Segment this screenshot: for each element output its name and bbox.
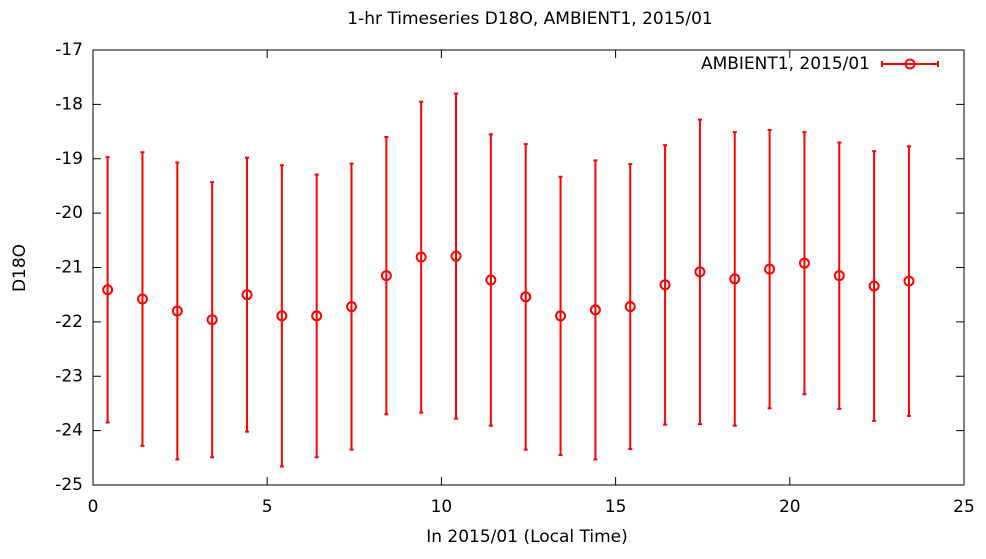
x-tick-label: 25 bbox=[953, 497, 975, 517]
data-point bbox=[241, 289, 253, 301]
data-point bbox=[136, 293, 148, 305]
data-point bbox=[833, 270, 845, 282]
data-point bbox=[415, 251, 427, 263]
y-tick-label: -20 bbox=[55, 203, 83, 223]
y-tick-label: -19 bbox=[55, 149, 83, 169]
data-point bbox=[764, 263, 776, 275]
data-point bbox=[450, 250, 462, 262]
chart-title: 1-hr Timeseries D18O, AMBIENT1, 2015/01 bbox=[347, 9, 712, 29]
x-tick-label: 10 bbox=[431, 497, 453, 517]
y-tick-label: -18 bbox=[55, 94, 83, 114]
plot-frame bbox=[92, 49, 965, 486]
legend-label: AMBIENT1, 2015/01 bbox=[701, 54, 870, 74]
x-tick-label: 5 bbox=[262, 497, 273, 517]
x-tick-label: 20 bbox=[779, 497, 801, 517]
data-point bbox=[624, 301, 636, 313]
data-point bbox=[276, 310, 288, 322]
y-tick-label: -24 bbox=[55, 421, 83, 441]
data-point bbox=[102, 284, 114, 296]
x-axis-label: In 2015/01 (Local Time) bbox=[426, 527, 628, 547]
data-point bbox=[694, 266, 706, 278]
data-point bbox=[868, 280, 880, 292]
legend-marker bbox=[904, 58, 916, 70]
x-tick-label: 0 bbox=[88, 497, 99, 517]
data-point bbox=[346, 301, 358, 313]
data-point bbox=[311, 310, 323, 322]
data-point bbox=[589, 304, 601, 316]
data-point bbox=[485, 274, 497, 286]
data-point bbox=[903, 275, 915, 287]
y-tick-label: -17 bbox=[55, 40, 83, 60]
data-point bbox=[798, 257, 810, 269]
y-tick-label: -25 bbox=[55, 475, 83, 495]
y-tick-label: -23 bbox=[55, 366, 83, 386]
data-point bbox=[171, 305, 183, 317]
data-point bbox=[206, 314, 218, 326]
y-axis-label: D18O bbox=[10, 244, 30, 292]
y-tick-label: -21 bbox=[55, 258, 83, 278]
y-tick-label: -22 bbox=[55, 312, 83, 332]
data-point bbox=[659, 279, 671, 291]
x-tick-label: 15 bbox=[605, 497, 627, 517]
data-point bbox=[555, 310, 567, 322]
data-point bbox=[380, 270, 392, 282]
data-point bbox=[729, 273, 741, 285]
data-point bbox=[520, 291, 532, 303]
